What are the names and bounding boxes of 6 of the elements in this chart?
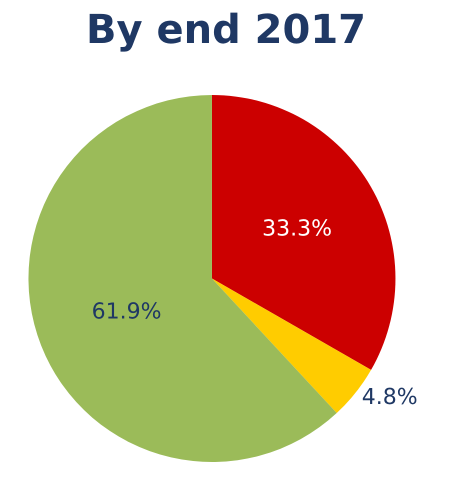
chart-title: By end 2017: [86, 6, 366, 53]
pie-slice: [212, 95, 396, 370]
data-label: 61.9%: [92, 300, 162, 325]
data-label: 33.3%: [262, 216, 332, 242]
pie-slice: [28, 95, 337, 462]
data-label: 4.8%: [362, 385, 418, 410]
